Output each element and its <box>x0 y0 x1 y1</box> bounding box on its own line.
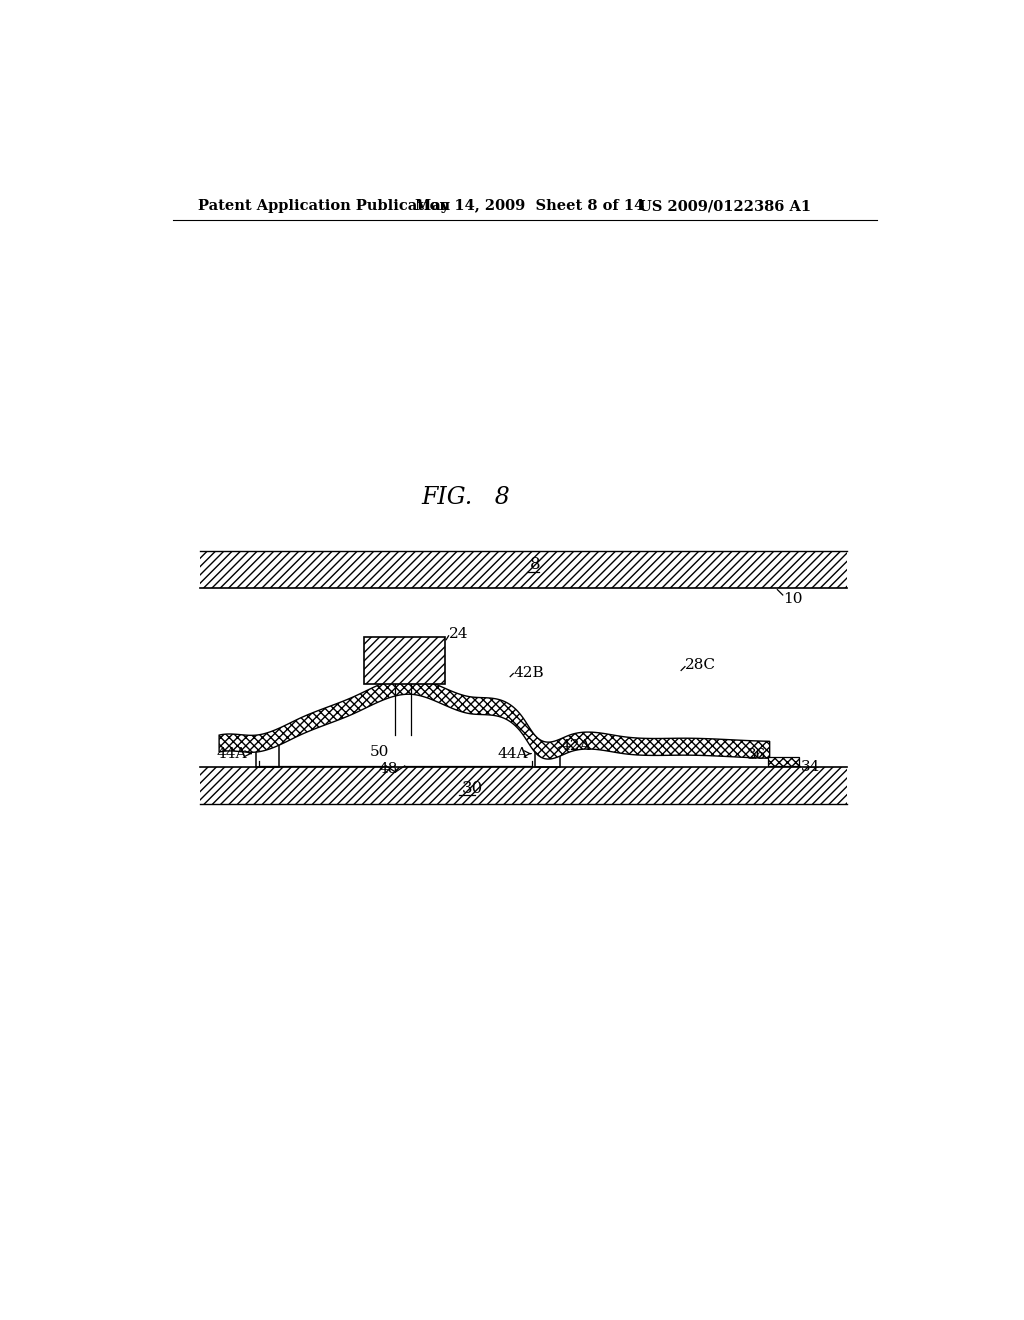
Text: FIG.   8: FIG. 8 <box>422 486 510 508</box>
Text: 44A: 44A <box>498 747 528 760</box>
Text: 34: 34 <box>801 760 820 775</box>
Text: 48: 48 <box>379 762 398 776</box>
Polygon shape <box>219 677 770 759</box>
Bar <box>768 758 799 766</box>
Text: 36: 36 <box>746 748 766 762</box>
Text: 50: 50 <box>370 744 389 759</box>
Bar <box>364 638 444 684</box>
Text: Patent Application Publication: Patent Application Publication <box>198 199 450 213</box>
Text: US 2009/0122386 A1: US 2009/0122386 A1 <box>639 199 811 213</box>
Bar <box>200 552 847 589</box>
Text: 8: 8 <box>529 557 540 573</box>
Bar <box>256 743 280 767</box>
Text: 30: 30 <box>462 780 483 797</box>
Text: 10: 10 <box>782 591 802 606</box>
Text: 24: 24 <box>449 627 468 642</box>
Text: 42B: 42B <box>513 665 544 680</box>
Text: 42A: 42A <box>560 739 591 752</box>
Bar <box>535 743 560 767</box>
Bar <box>200 767 847 804</box>
Text: 28C: 28C <box>685 659 716 672</box>
Text: 44A: 44A <box>217 747 248 760</box>
Text: May 14, 2009  Sheet 8 of 14: May 14, 2009 Sheet 8 of 14 <box>416 199 645 213</box>
